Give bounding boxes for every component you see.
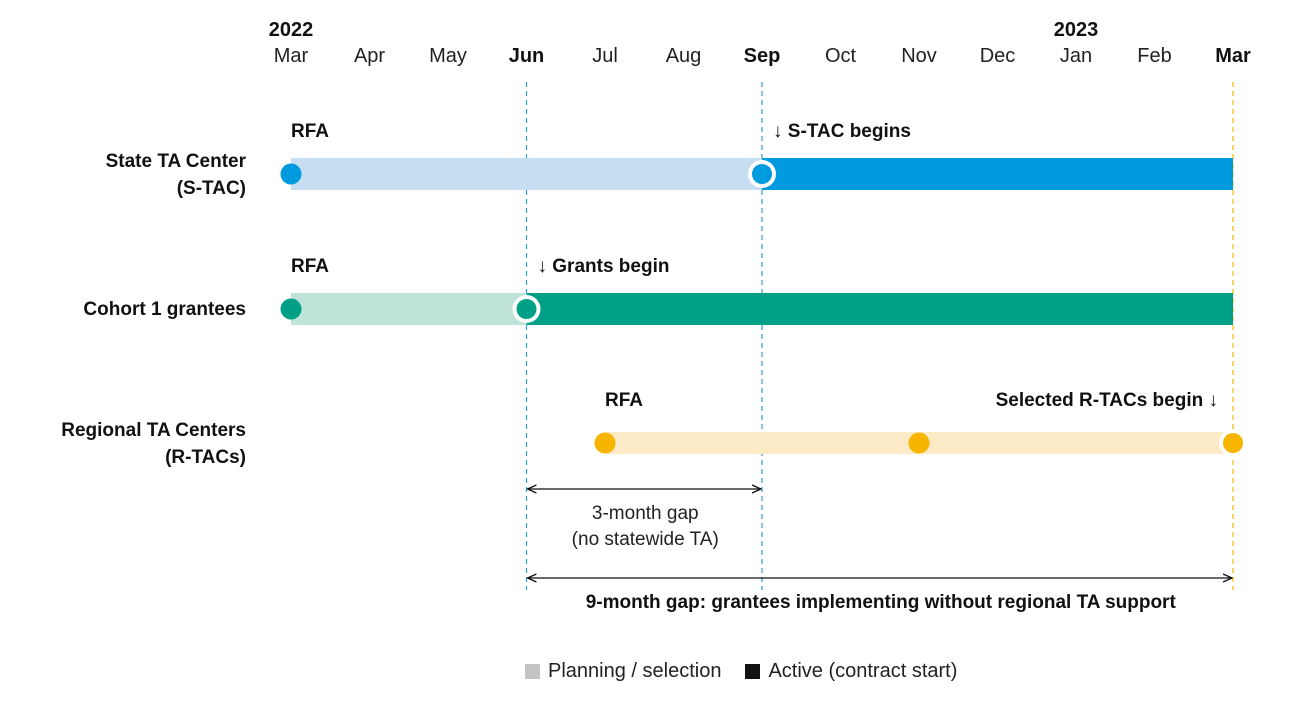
gap-annotations: 3-month gap (no statewide TA) 9-month gap:… xyxy=(528,489,1233,613)
year-label: 2023 xyxy=(1054,19,1099,41)
month-label: Jul xyxy=(592,45,618,67)
active-bar xyxy=(762,158,1233,190)
milestone-marker xyxy=(594,432,616,454)
row-annotation: ↓ S-TAC begins xyxy=(773,121,911,142)
row-label: State TA Center xyxy=(106,151,247,172)
legend: Planning / selection Active (contract st… xyxy=(525,660,981,683)
month-axis: 2022 2023 Mar Apr May Jun Jul Aug Sep Oct Nov Dec Ja… xyxy=(269,19,1251,67)
row-cohort1: Cohort 1 grantees RFA ↓ Grants begin xyxy=(83,256,1233,325)
row-label: (R-TACs) xyxy=(165,447,246,468)
legend-item-active: Active (contract start) xyxy=(745,660,957,683)
legend-label-active: Active (contract start) xyxy=(768,660,958,682)
row-annotation: RFA xyxy=(605,390,643,411)
month-label: Nov xyxy=(901,45,937,67)
gap-1: 9-month gap: grantees implementing witho… xyxy=(528,578,1233,613)
timeline-rows: State TA Center (S-TAC) RFA ↓ S-TAC begins C… xyxy=(61,121,1247,468)
milestone-marker xyxy=(280,298,302,320)
gap-0: 3-month gap (no statewide TA) xyxy=(528,489,762,550)
legend-label-planning: Planning / selection xyxy=(548,660,722,682)
month-label: Dec xyxy=(980,45,1016,67)
row-label: Regional TA Centers xyxy=(61,420,246,441)
row-rtac: Regional TA Centers (R-TACs) RFA Selected R… xyxy=(61,390,1247,468)
month-label: Mar xyxy=(274,45,309,67)
planning-bar xyxy=(291,158,762,190)
milestone-marker xyxy=(516,299,537,319)
year-label: 2022 xyxy=(269,19,314,41)
month-label: Apr xyxy=(354,45,385,67)
milestone-marker xyxy=(280,163,302,185)
row-annotation: ↓ Grants begin xyxy=(538,256,670,277)
milestone-marker xyxy=(1223,433,1243,453)
milestone-marker xyxy=(908,432,930,454)
planning-bar xyxy=(291,293,527,325)
legend-swatch-active xyxy=(745,664,761,679)
row-stac: State TA Center (S-TAC) RFA ↓ S-TAC begins xyxy=(106,121,1233,199)
milestone-marker xyxy=(752,164,772,184)
timeline-chart: 2022 2023 Mar Apr May Jun Jul Aug Sep Oct Nov Dec Ja… xyxy=(61,19,1251,613)
row-label: (S-TAC) xyxy=(177,178,246,199)
legend-item-planning: Planning / selection xyxy=(525,660,721,683)
legend-swatch-planning xyxy=(525,664,540,679)
row-label: Cohort 1 grantees xyxy=(83,299,246,320)
gap-label: (no statewide TA) xyxy=(572,529,719,550)
month-label: Aug xyxy=(666,45,702,67)
month-label: Sep xyxy=(744,45,781,67)
month-label: Jun xyxy=(509,45,545,67)
month-label: Jan xyxy=(1060,45,1092,67)
row-annotation: RFA xyxy=(291,121,329,142)
active-bar xyxy=(526,293,1233,325)
month-label: May xyxy=(429,45,467,67)
row-annotation: RFA xyxy=(291,256,329,277)
month-label: Oct xyxy=(825,45,857,67)
row-annotation: Selected R-TACs begin ↓ xyxy=(996,390,1218,411)
gap-label: 9-month gap: grantees implementing witho… xyxy=(586,592,1177,613)
month-label: Mar xyxy=(1215,45,1251,67)
month-label: Feb xyxy=(1137,45,1171,67)
gap-label: 3-month gap xyxy=(592,503,699,524)
